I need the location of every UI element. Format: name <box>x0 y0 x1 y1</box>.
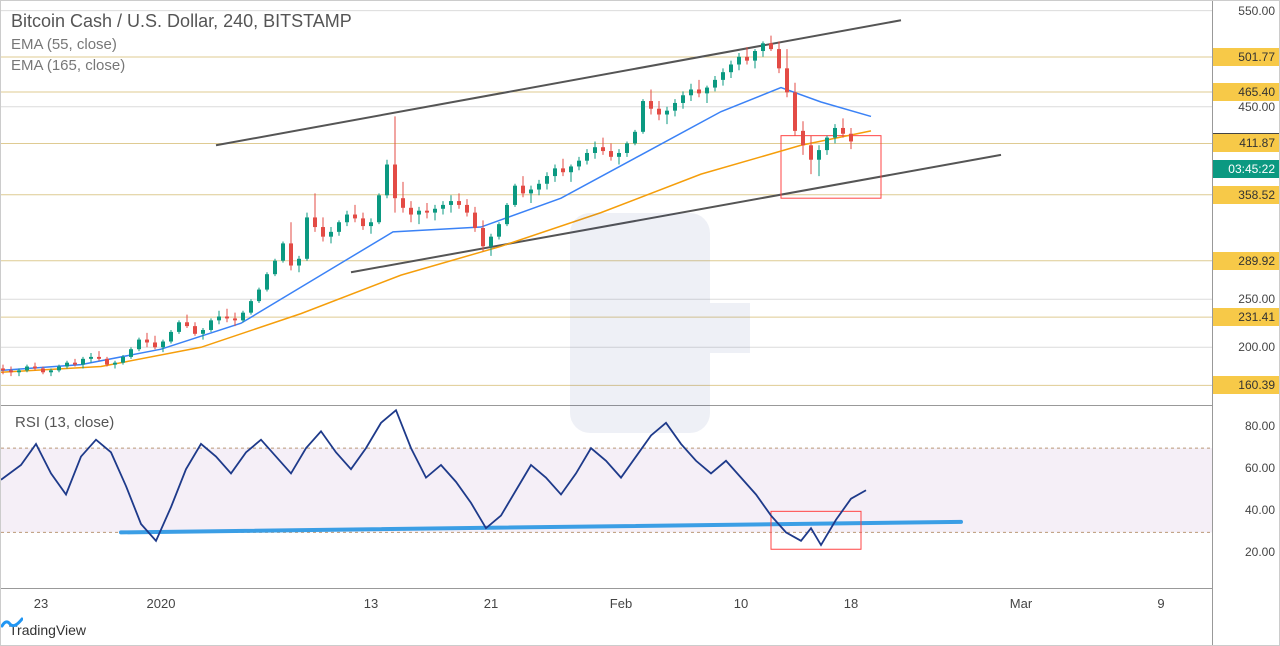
y-tick: 200.00 <box>1238 340 1275 354</box>
x-tick: 21 <box>484 596 498 611</box>
y-price-tag: 501.77 <box>1213 48 1279 66</box>
x-tick: 9 <box>1157 596 1164 611</box>
y-price-tag: 289.92 <box>1213 252 1279 270</box>
x-tick: 23 <box>34 596 48 611</box>
x-tick: 18 <box>844 596 858 611</box>
ema55-label: EMA (55, close) <box>11 36 352 53</box>
x-tick: Feb <box>610 596 632 611</box>
y-price-tag: 160.39 <box>1213 376 1279 394</box>
price-pane[interactable]: Bitcoin Cash / U.S. Dollar, 240, BITSTAM… <box>1 1 1213 406</box>
ema165-label: EMA (165, close) <box>11 57 352 74</box>
chart-root: Bitcoin Cash / U.S. Dollar, 240, BITSTAM… <box>0 0 1280 646</box>
y-tick: 60.00 <box>1245 461 1275 475</box>
rsi-label: RSI (13, close) <box>15 414 114 431</box>
y-tick: 20.00 <box>1245 545 1275 559</box>
rsi-svg <box>1 406 1215 564</box>
chart-legend: Bitcoin Cash / U.S. Dollar, 240, BITSTAM… <box>11 11 352 74</box>
rsi-pane[interactable]: RSI (13, close) <box>1 405 1213 564</box>
y-price-tag: 03:45:22 <box>1213 160 1279 178</box>
tradingview-icon <box>1 615 23 631</box>
y-tick: 450.00 <box>1238 100 1275 114</box>
y-tick: 250.00 <box>1238 292 1275 306</box>
x-tick: 13 <box>364 596 378 611</box>
x-tick: 10 <box>734 596 748 611</box>
price-axis: 550.00450.00250.00200.00501.77465.40413.… <box>1212 1 1279 645</box>
y-price-tag: 231.41 <box>1213 308 1279 326</box>
chart-title: Bitcoin Cash / U.S. Dollar, 240, BITSTAM… <box>11 11 352 32</box>
y-tick: 550.00 <box>1238 4 1275 18</box>
y-tick: 80.00 <box>1245 419 1275 433</box>
y-price-tag: 465.40 <box>1213 83 1279 101</box>
brand-bar: TradingView <box>1 615 1279 645</box>
x-tick: Mar <box>1010 596 1032 611</box>
x-tick: 2020 <box>147 596 176 611</box>
y-tick: 40.00 <box>1245 503 1275 517</box>
y-price-tag: 358.52 <box>1213 186 1279 204</box>
y-price-tag: 411.87 <box>1213 134 1279 152</box>
time-axis: 23 2020 13 21 Feb 10 18 Mar 9 <box>1 588 1213 615</box>
